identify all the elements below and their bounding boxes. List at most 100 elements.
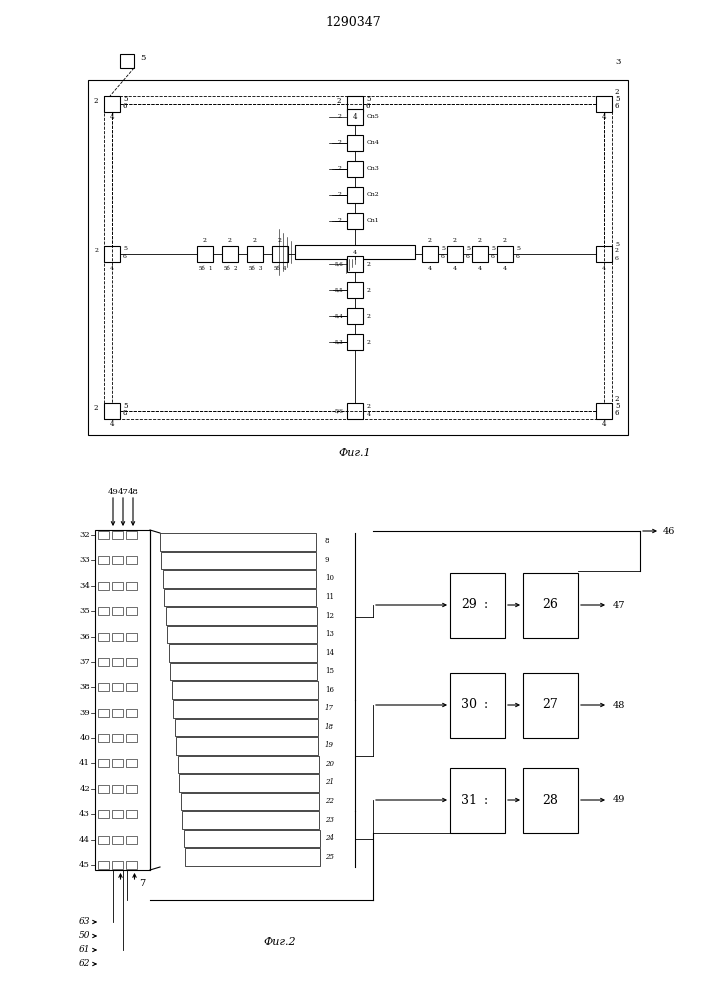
Text: 2: 2 xyxy=(367,261,371,266)
Text: 2: 2 xyxy=(367,340,371,344)
Bar xyxy=(126,836,137,844)
Text: Cn3: Cn3 xyxy=(367,166,380,172)
Bar xyxy=(104,403,120,419)
Text: 41: 41 xyxy=(79,759,90,767)
Text: 5: 5 xyxy=(123,402,127,410)
Bar xyxy=(126,556,137,564)
Bar xyxy=(272,246,288,262)
Bar xyxy=(126,607,137,615)
Text: 28: 28 xyxy=(542,794,559,806)
Text: 4: 4 xyxy=(602,266,606,271)
Bar xyxy=(347,282,363,298)
Bar xyxy=(98,658,109,666)
Bar xyxy=(98,556,109,564)
Text: 36: 36 xyxy=(79,633,90,641)
Bar xyxy=(98,607,109,615)
Text: 17: 17 xyxy=(325,704,334,712)
Bar xyxy=(178,756,319,773)
Bar xyxy=(95,530,150,870)
Text: 50: 50 xyxy=(78,932,90,940)
Bar xyxy=(347,213,363,229)
Text: 42: 42 xyxy=(79,785,90,793)
Text: :: : xyxy=(484,794,488,806)
Bar xyxy=(172,681,317,699)
Text: 2: 2 xyxy=(615,88,619,96)
Text: 39: 39 xyxy=(79,709,90,717)
Text: Cn5: Cn5 xyxy=(367,114,380,119)
Text: 48: 48 xyxy=(613,700,626,710)
Text: 2: 2 xyxy=(428,238,432,243)
Text: 4: 4 xyxy=(503,266,507,271)
Text: 6: 6 xyxy=(516,253,520,258)
Bar xyxy=(112,861,123,869)
Text: 5б: 5б xyxy=(199,266,205,271)
Text: 7: 7 xyxy=(139,880,146,888)
Bar xyxy=(497,246,513,262)
Bar xyxy=(422,246,438,262)
Bar xyxy=(596,403,612,419)
Bar xyxy=(120,54,134,68)
Text: 2: 2 xyxy=(233,266,237,271)
Text: 2: 2 xyxy=(615,248,619,253)
Bar xyxy=(112,810,123,818)
Bar xyxy=(98,531,109,539)
Text: 5,4: 5,4 xyxy=(334,314,343,318)
Text: 5: 5 xyxy=(516,246,520,251)
Text: 5: 5 xyxy=(123,95,127,103)
Text: 35: 35 xyxy=(79,607,90,615)
Bar xyxy=(347,109,363,125)
Bar xyxy=(126,861,137,869)
Text: 4: 4 xyxy=(602,420,606,428)
Bar xyxy=(112,709,123,717)
Bar xyxy=(347,187,363,203)
Bar xyxy=(112,582,123,590)
Bar xyxy=(182,811,320,829)
Bar xyxy=(197,246,213,262)
Bar xyxy=(472,246,488,262)
Text: 2: 2 xyxy=(338,166,342,172)
Text: 4: 4 xyxy=(453,266,457,271)
Text: 8: 8 xyxy=(123,409,127,417)
Text: 24: 24 xyxy=(325,834,334,842)
Bar xyxy=(175,719,318,736)
Bar xyxy=(450,768,505,832)
Bar xyxy=(112,531,123,539)
Bar xyxy=(177,737,318,755)
Text: 2: 2 xyxy=(367,288,371,292)
Text: 46: 46 xyxy=(663,526,675,536)
Bar xyxy=(165,589,317,606)
Text: 37: 37 xyxy=(79,658,90,666)
Bar xyxy=(98,810,109,818)
Bar xyxy=(222,246,238,262)
Text: Фиг.2: Фиг.2 xyxy=(264,937,296,947)
Text: 6: 6 xyxy=(123,253,127,258)
Text: 11: 11 xyxy=(325,593,334,601)
Bar xyxy=(160,533,316,551)
Text: 26: 26 xyxy=(542,598,559,611)
Text: 2: 2 xyxy=(228,238,232,243)
Bar xyxy=(112,836,123,844)
Bar xyxy=(104,96,120,112)
Text: 15: 15 xyxy=(325,667,334,675)
Bar xyxy=(98,709,109,717)
Text: 6: 6 xyxy=(366,102,370,110)
Bar xyxy=(98,683,109,691)
Bar xyxy=(181,793,319,810)
Text: 5,6: 5,6 xyxy=(334,261,343,266)
Text: 23: 23 xyxy=(325,816,334,824)
Text: 2: 2 xyxy=(338,140,342,145)
Bar xyxy=(126,531,137,539)
Bar xyxy=(112,607,123,615)
Bar xyxy=(126,633,137,641)
Text: 6: 6 xyxy=(615,255,619,260)
Text: 32: 32 xyxy=(79,531,90,539)
Text: Cn1: Cn1 xyxy=(367,219,380,224)
Text: Фиг.1: Фиг.1 xyxy=(339,448,371,458)
Text: 44: 44 xyxy=(79,836,90,844)
Text: 12: 12 xyxy=(325,611,334,619)
Text: 4: 4 xyxy=(110,266,114,271)
Text: 5: 5 xyxy=(615,241,619,246)
Bar xyxy=(184,830,320,847)
Bar xyxy=(88,80,628,435)
Text: 3: 3 xyxy=(258,266,262,271)
